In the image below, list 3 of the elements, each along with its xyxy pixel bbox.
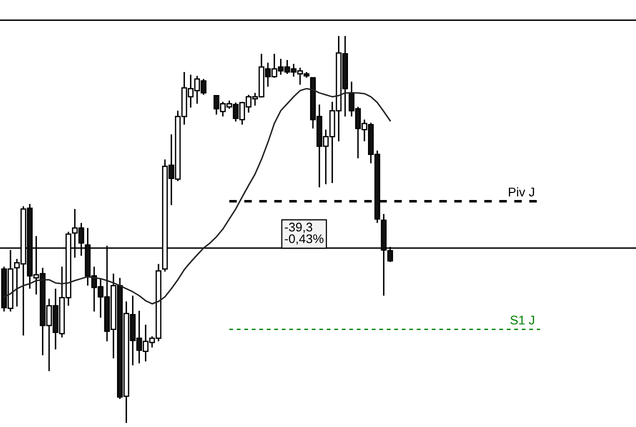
ref-line-label: S1 J (510, 316, 534, 325)
annotation: -39,3 -0,43% (284, 222, 324, 245)
ref-line-label: Piv J (508, 187, 534, 196)
